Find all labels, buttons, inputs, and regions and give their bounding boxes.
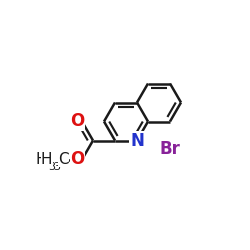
Text: N: N (130, 132, 144, 150)
Text: Br: Br (160, 140, 180, 158)
Text: 3: 3 (48, 162, 56, 172)
Text: 3: 3 (53, 162, 60, 172)
Text: O: O (70, 150, 85, 168)
Text: C: C (58, 152, 68, 167)
Text: H: H (36, 152, 47, 167)
Text: H: H (41, 152, 52, 167)
Text: O: O (70, 112, 85, 130)
